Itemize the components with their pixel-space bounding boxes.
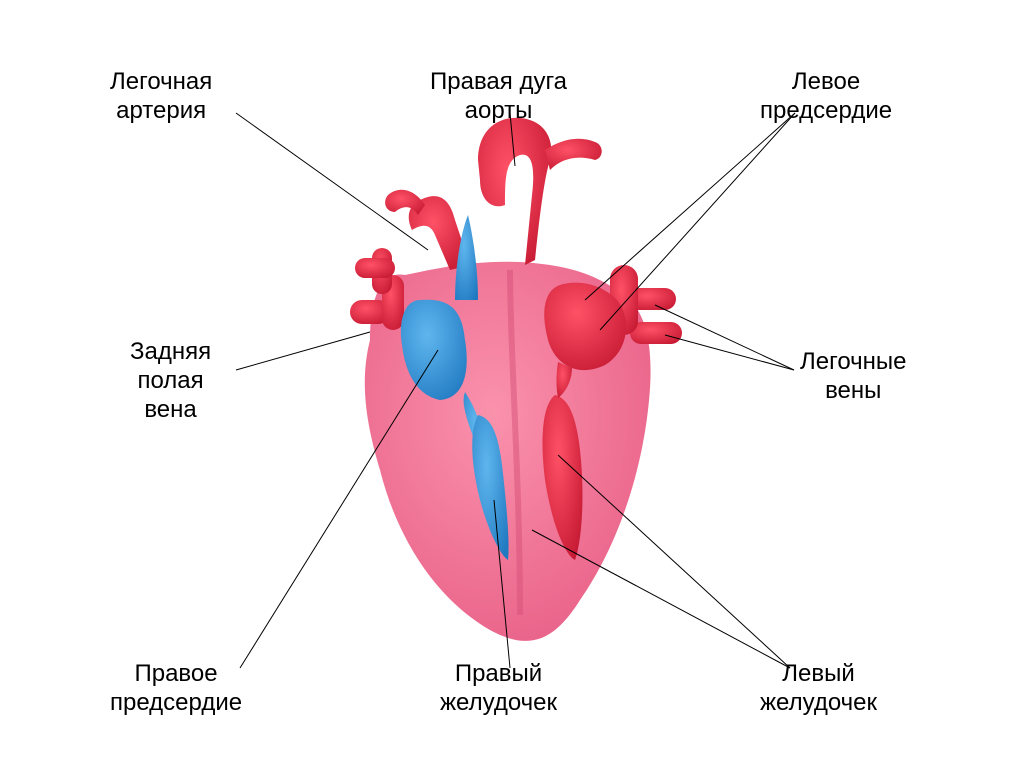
red-vessel-cluster-right — [610, 265, 682, 344]
label-left-atrium: Левое предсердие — [760, 68, 892, 126]
red-connector — [557, 362, 573, 398]
label-aortic-arch: Правая дуга аорты — [430, 68, 567, 126]
leader-left_atrium_2 — [600, 113, 795, 330]
label-left-ventricle: Левый желудочек — [760, 660, 877, 718]
leader-left_ventricle_1 — [532, 530, 790, 668]
leader-pulmonary_artery — [236, 113, 428, 250]
leader-right_ventricle — [494, 500, 510, 668]
pulmonary-artery — [409, 196, 470, 270]
blue-vessel-up — [455, 215, 478, 300]
leader-left_atrium_1 — [585, 113, 795, 300]
blue-bridge — [464, 392, 492, 475]
left-atrium-chamber — [544, 283, 626, 371]
diagram-canvas: Легочная артерия Правая дуга аорты Левое… — [0, 0, 1024, 767]
right-atrium-chamber — [401, 300, 467, 400]
aorta-branch — [545, 139, 602, 170]
label-right-ventricle: Правый желудочек — [440, 660, 557, 718]
leader-posterior_vena_cava — [236, 332, 370, 370]
left-ventricle-chamber — [542, 395, 582, 560]
heart-body — [365, 262, 651, 641]
leader-left_ventricle_2 — [558, 455, 790, 668]
aorta — [478, 118, 551, 265]
leader-pulmonary_veins_1 — [655, 305, 794, 370]
red-vessel-cluster-left — [350, 248, 404, 330]
label-pulmonary-artery: Легочная артерия — [110, 68, 212, 126]
pulmonary-artery-branch — [385, 190, 425, 215]
leader-right_atrium — [240, 350, 438, 668]
septum — [510, 270, 520, 615]
label-pulmonary-veins: Легочные вены — [800, 348, 907, 406]
label-posterior-vena-cava: Задняя полая вена — [130, 338, 211, 424]
label-right-atrium: Правое предсердие — [110, 660, 242, 718]
leader-pulmonary_veins_2 — [665, 335, 794, 370]
right-ventricle-chamber — [472, 415, 508, 560]
